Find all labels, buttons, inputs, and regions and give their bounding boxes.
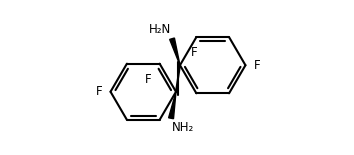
Polygon shape [170, 38, 180, 65]
Text: F: F [96, 85, 103, 98]
Text: F: F [145, 73, 152, 86]
Text: H₂N: H₂N [149, 23, 171, 36]
Polygon shape [169, 92, 176, 119]
Text: F: F [191, 46, 198, 59]
Text: NH₂: NH₂ [172, 121, 194, 134]
Text: F: F [253, 59, 260, 72]
